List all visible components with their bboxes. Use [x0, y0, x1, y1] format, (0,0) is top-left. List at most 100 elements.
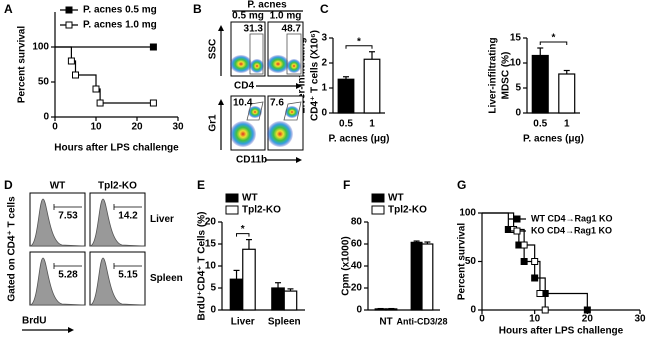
x-tick-label: 0.5: [533, 119, 547, 130]
legend-label: P. acnes 0.5 mg: [83, 5, 157, 16]
y-tick-label: 5: [515, 83, 521, 94]
x-tick-label: Anti-CD3/28: [396, 316, 447, 326]
legend-swatch: [371, 205, 385, 215]
flow-row-label: Liver: [150, 214, 174, 225]
flow-density: [285, 106, 299, 118]
flow-gate-value: 14.2: [118, 211, 138, 222]
x-tick-label: 0: [479, 314, 485, 325]
x-tick-label: 10: [90, 122, 102, 133]
x-tick-label: 30: [172, 122, 184, 133]
legend-label: P. acnes 1.0 mg: [83, 20, 157, 31]
bar: [271, 287, 285, 311]
flow-density: [267, 121, 293, 147]
y-tick-label: 60: [351, 239, 363, 250]
flow-gate: [246, 101, 264, 121]
significance-bracket: [345, 45, 373, 49]
legend-label: Tpl2-KO: [388, 205, 427, 216]
x-tick-label: NT: [379, 317, 392, 328]
x-tick-label: Spleen: [268, 317, 301, 328]
bar: [337, 78, 355, 114]
panel-letter: B: [193, 2, 202, 16]
significance-label: *: [357, 36, 361, 47]
legend-label: WT CD4→Rag1 KO: [531, 213, 613, 223]
survival-marker: [531, 274, 539, 282]
flow-density: [230, 121, 256, 147]
y-tick-label: 0: [515, 108, 521, 119]
survival-marker: [541, 306, 549, 314]
histogram: [89, 198, 146, 247]
histogram: [29, 198, 86, 247]
panel-letter: C: [320, 2, 329, 16]
bar: [531, 54, 549, 114]
axis-arrow-head: [218, 99, 224, 105]
legend-marker: [513, 215, 521, 223]
y-tick-label: 100: [459, 208, 476, 219]
flow-gate-value: 7.53: [58, 211, 78, 222]
y-tick-label: 20: [205, 217, 217, 228]
panel-letter: G: [457, 178, 466, 192]
y-tick-label: 40: [351, 261, 363, 272]
x-axis-label: Hours after LPS challenge: [54, 143, 179, 154]
y-axis-label: Percent survival: [457, 223, 468, 300]
flow-x-label: BrdU: [22, 316, 46, 327]
y-tick-label: 15: [205, 239, 217, 250]
flow-x-label: CD11b: [236, 155, 267, 166]
bar: [283, 290, 298, 311]
flow-gate-value: 10.4: [233, 98, 253, 109]
x-axis-label: Hours after LPS challenge: [499, 326, 624, 337]
histogram: [89, 257, 146, 306]
flow-gate-value: 5.15: [118, 270, 138, 281]
survival-marker: [149, 99, 157, 107]
x-axis-label: P. acnes (μg): [329, 134, 390, 145]
flow-gate-value: 48.7: [282, 24, 302, 35]
legend-label: KO CD4→Rag1 KO: [531, 225, 612, 235]
significance-bracket: [539, 41, 568, 45]
survival-marker: [96, 99, 104, 107]
legend-swatch: [225, 193, 239, 203]
x-tick-label: 1: [369, 119, 375, 130]
x-tick-label: 20: [131, 122, 143, 133]
x-tick-label: Liver: [231, 317, 255, 328]
y-tick-label: 0: [321, 108, 327, 119]
flow-column-label: 0.5 mg: [232, 11, 264, 22]
significance-label: *: [552, 33, 556, 44]
x-tick-label: 30: [634, 314, 646, 325]
panel-letter: D: [4, 178, 13, 192]
y-tick-label: 80: [351, 217, 363, 228]
legend-label: WT: [242, 193, 258, 204]
bar: [421, 243, 434, 311]
flow-title: P. acnes: [247, 0, 287, 11]
y-tick-label: 15: [510, 33, 522, 44]
flow-y-label: Gated on CD4⁺ T cells: [7, 196, 18, 302]
flow-density: [287, 59, 301, 73]
histogram: [29, 257, 86, 306]
y-tick-label: 50: [465, 256, 477, 267]
flow-gate-value: 5.28: [58, 270, 78, 281]
x-tick-label: 20: [582, 314, 594, 325]
legend-swatch: [225, 205, 239, 215]
flow-gate-value: 31.3: [244, 24, 264, 35]
bar: [385, 308, 398, 311]
y-tick-label: 2: [321, 58, 327, 69]
legend-marker: [513, 227, 521, 235]
flow-row-label: Spleen: [150, 273, 183, 284]
survival-marker: [536, 290, 544, 298]
survival-marker: [520, 241, 528, 249]
flow-density: [267, 55, 289, 73]
y-axis-label: CD4⁺ T cells (X10⁶): [310, 30, 321, 121]
legend-swatch: [371, 193, 385, 203]
legend-marker: [65, 21, 73, 29]
bar: [558, 73, 576, 114]
y-axis-label: Percent survival: [17, 26, 28, 103]
flow-x-label: CD4: [234, 81, 254, 92]
panel-letter: F: [343, 178, 350, 192]
y-axis-label: MDSC (%): [501, 52, 512, 100]
panel-letter: A: [4, 2, 13, 16]
y-axis-label: Cpm (x1000): [341, 236, 352, 295]
bar: [410, 241, 423, 311]
x-tick-label: 0: [52, 122, 58, 133]
survival-marker: [520, 258, 528, 265]
bar: [229, 278, 244, 311]
bar: [363, 58, 381, 114]
